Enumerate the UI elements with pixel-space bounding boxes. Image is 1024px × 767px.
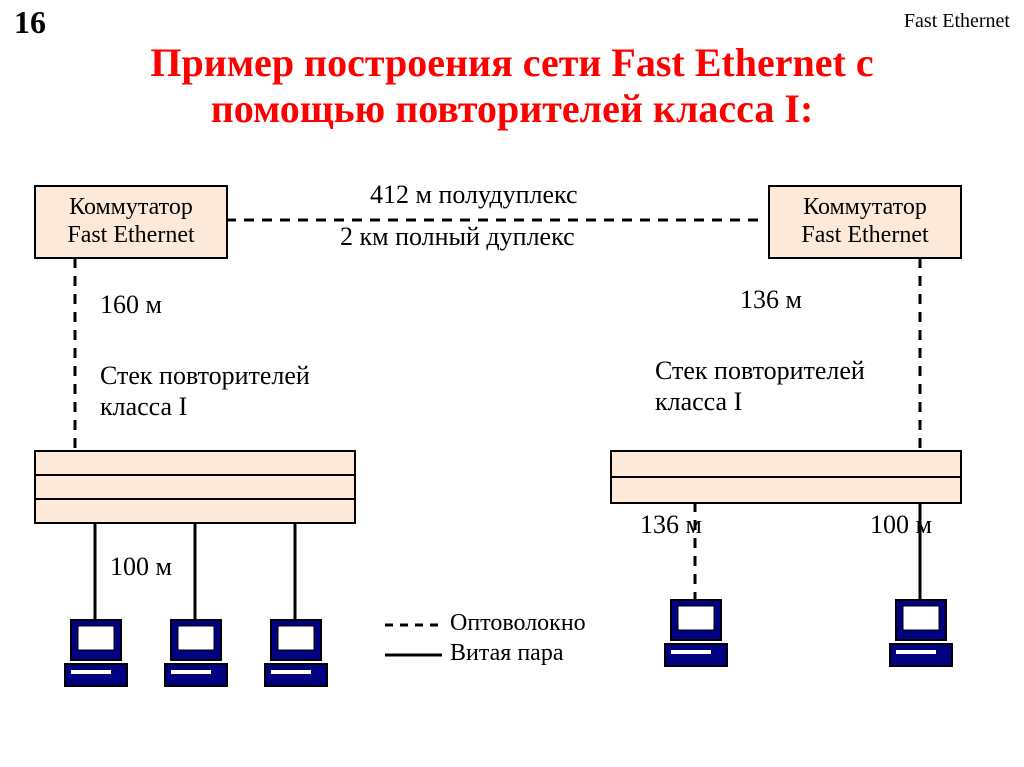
- computer-icon: [65, 620, 127, 686]
- computer-icon: [265, 620, 327, 686]
- diagram-svg: [0, 0, 1024, 767]
- computer-icon: [665, 600, 727, 666]
- computer-icon: [165, 620, 227, 686]
- computer-icon: [890, 600, 952, 666]
